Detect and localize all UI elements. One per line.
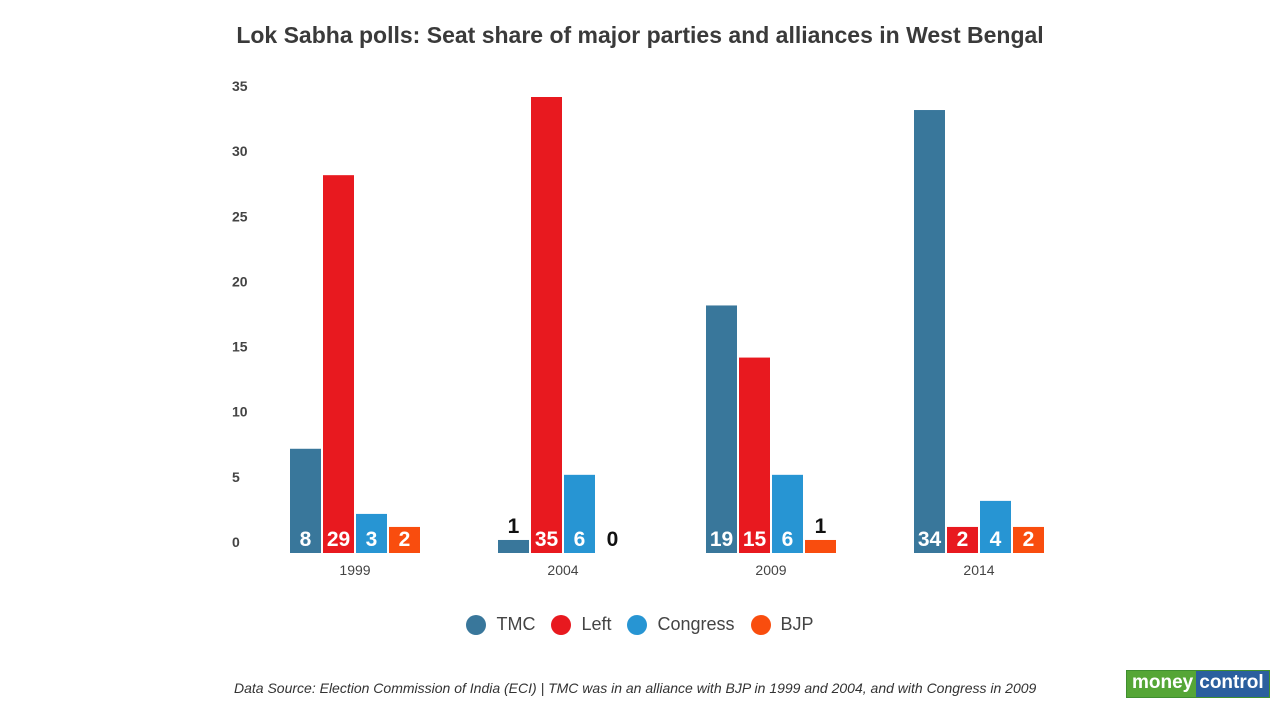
value-label-bjp-2004: 0 bbox=[607, 528, 619, 551]
legend: TMC Left Congress BJP bbox=[0, 614, 1280, 635]
bar-left-2014 bbox=[947, 526, 978, 553]
legend-item-congress: Congress bbox=[627, 614, 735, 635]
value-label-tmc-2009: 19 bbox=[710, 528, 733, 551]
legend-swatch-left bbox=[551, 614, 572, 635]
value-label-congress-2009: 6 bbox=[782, 528, 794, 551]
y-tick-label: 20 bbox=[232, 273, 248, 289]
legend-label-left: Left bbox=[581, 614, 612, 634]
bar-bjp-2009 bbox=[805, 539, 836, 553]
legend-swatch-congress bbox=[627, 614, 648, 635]
bar-congress-2004 bbox=[564, 474, 595, 553]
value-label-congress-2004: 6 bbox=[574, 528, 586, 551]
legend-label-congress: Congress bbox=[657, 614, 735, 634]
bar-congress-1999 bbox=[356, 513, 387, 553]
y-tick-label: 25 bbox=[232, 208, 248, 224]
y-tick-label: 30 bbox=[232, 143, 248, 159]
bar-tmc-2009 bbox=[706, 305, 737, 553]
bar-congress-2009 bbox=[772, 474, 803, 553]
bar-tmc-2004 bbox=[498, 539, 529, 553]
bar-left-1999 bbox=[323, 175, 354, 553]
bar-tmc-2014 bbox=[914, 110, 945, 554]
legend-swatch-bjp bbox=[750, 614, 771, 635]
logo-part-money: money bbox=[1127, 671, 1197, 697]
moneycontrol-logo: money control bbox=[1126, 670, 1270, 698]
data-source-note: Data Source: Election Commission of Indi… bbox=[234, 680, 1037, 696]
value-label-tmc-1999: 8 bbox=[300, 528, 312, 551]
x-tick-label: 2014 bbox=[963, 562, 994, 578]
y-tick-label: 5 bbox=[232, 469, 240, 485]
x-tick-label: 1999 bbox=[339, 562, 370, 578]
chart-title: Lok Sabha polls: Seat share of major par… bbox=[236, 22, 1044, 48]
value-label-left-1999: 29 bbox=[327, 528, 350, 551]
value-label-bjp-2009: 1 bbox=[815, 515, 827, 538]
value-label-left-2009: 15 bbox=[743, 528, 767, 551]
bar-bjp-1999 bbox=[389, 526, 420, 553]
bar-congress-2014 bbox=[980, 500, 1011, 553]
y-tick-label: 15 bbox=[232, 339, 248, 355]
value-label-left-2004: 35 bbox=[535, 528, 559, 551]
value-label-bjp-2014: 2 bbox=[1023, 528, 1035, 551]
y-tick-label: 35 bbox=[232, 78, 248, 94]
legend-swatch-tmc bbox=[466, 614, 487, 635]
value-label-congress-1999: 3 bbox=[366, 528, 378, 551]
legend-item-bjp: BJP bbox=[750, 614, 814, 635]
y-tick-label: 10 bbox=[232, 404, 248, 420]
legend-item-tmc: TMC bbox=[466, 614, 535, 635]
x-tick-label: 2004 bbox=[547, 562, 578, 578]
value-label-tmc-2004: 1 bbox=[508, 515, 520, 538]
logo-part-control: control bbox=[1196, 671, 1269, 697]
bar-bjp-2014 bbox=[1013, 526, 1044, 553]
x-tick-label: 2009 bbox=[755, 562, 786, 578]
legend-label-bjp: BJP bbox=[780, 614, 814, 634]
legend-item-left: Left bbox=[551, 614, 611, 635]
value-label-congress-2014: 4 bbox=[990, 528, 1002, 551]
bar-left-2009 bbox=[739, 357, 770, 553]
bar-tmc-1999 bbox=[290, 448, 321, 553]
y-tick-label: 0 bbox=[232, 534, 240, 550]
value-label-tmc-2014: 34 bbox=[918, 528, 942, 551]
value-label-left-2014: 2 bbox=[957, 528, 969, 551]
value-label-bjp-1999: 2 bbox=[399, 528, 411, 551]
legend-label-tmc: TMC bbox=[496, 614, 536, 634]
bar-left-2004 bbox=[531, 97, 562, 553]
